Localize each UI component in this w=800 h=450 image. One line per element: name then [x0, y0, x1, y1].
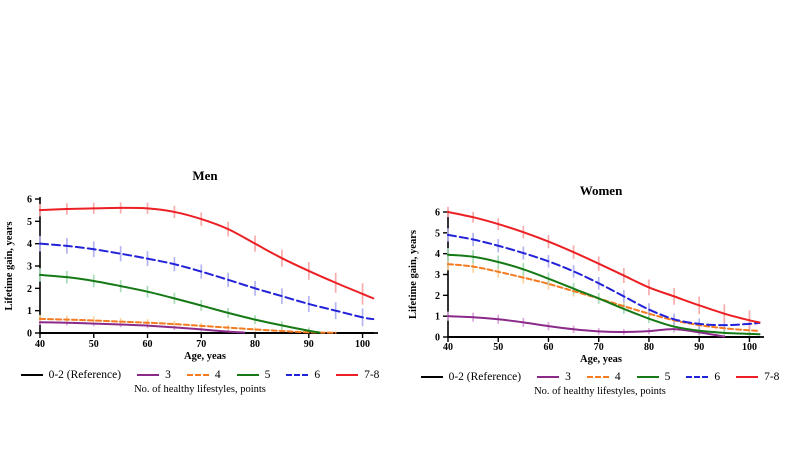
- men-chart-panel: Men 0 1 2 3 4 5 6 40 50 60 70 80 90 100 Age, yeas Lifeti…: [0, 160, 400, 372]
- legend-swatch-icon: [286, 374, 309, 376]
- series-line-5: [39, 273, 321, 334]
- chart-title: Men: [192, 168, 218, 183]
- x-axis-label: Age, yeas: [184, 351, 226, 362]
- y-tick-label: 3: [27, 262, 32, 273]
- legend-item-7-8: 7-8: [736, 371, 779, 383]
- legend-item-0-2Reference: 0-2 (Reference): [20, 369, 122, 381]
- legend-label: 7-8: [364, 369, 380, 381]
- x-tick-label: 80: [644, 342, 654, 353]
- legend-label: 3: [565, 371, 571, 383]
- series-line-3: [39, 321, 246, 334]
- y-tick-label: 5: [27, 217, 32, 228]
- legend-swatch-icon: [686, 376, 709, 378]
- series-line-3: [447, 315, 726, 338]
- error-bars-7-8: [447, 206, 751, 331]
- legend-label: 0-2 (Reference): [448, 371, 522, 383]
- legend-label: 3: [165, 369, 171, 381]
- legend-swatch-icon: [420, 376, 443, 378]
- legend-label: 4: [214, 369, 221, 381]
- error-bars-3: [447, 311, 726, 337]
- legend-label: 6: [714, 371, 721, 383]
- x-tick-label: 90: [304, 339, 314, 350]
- y-tick-label: 2: [435, 291, 440, 302]
- legend-item-4: 4: [586, 371, 621, 383]
- y-tick-label: 6: [435, 208, 440, 219]
- series-line-4: [447, 263, 761, 332]
- legend-swatch-icon: [186, 374, 209, 376]
- legend-label: 5: [664, 371, 671, 383]
- series-line-6: [39, 242, 375, 321]
- x-tick-label: 40: [35, 339, 45, 350]
- legend-swatch-icon: [736, 376, 759, 378]
- x-tick-label: 100: [355, 339, 370, 350]
- error-bars-7-8: [39, 202, 364, 305]
- y-tick-label: 0: [27, 329, 32, 340]
- legend-item-6: 6: [286, 369, 320, 381]
- legend-item-3: 3: [137, 369, 171, 381]
- women-legend-caption: No. of healthy lifestyles, points: [534, 386, 666, 397]
- series-line-5: [447, 253, 761, 336]
- legend-swatch-icon: [537, 376, 560, 378]
- men-legend: 0-2 (Reference) 3 4 5 6 7-8: [0, 369, 400, 381]
- x-tick-label: 60: [143, 339, 153, 350]
- legend-label: 6: [314, 369, 321, 381]
- men-chart: Men 0 1 2 3 4 5 6 40 50 60 70 80 90 100 Age, yeas Lifeti…: [4, 168, 378, 362]
- legend-item-4: 4: [186, 369, 221, 381]
- legend-swatch-icon: [336, 374, 359, 376]
- x-axis-label: Age, yeas: [580, 354, 622, 365]
- women-chart-panel: Women 0 1 2 3 4 5 6 40 50 60 70 80 90 100 Age, yeas Life…: [400, 160, 800, 375]
- y-tick-label: 1: [435, 312, 440, 323]
- y-tick-label: 2: [27, 284, 32, 295]
- legend-item-6: 6: [686, 371, 720, 383]
- legend-swatch-icon: [20, 374, 43, 376]
- y-tick-label: 5: [435, 228, 440, 239]
- series-line-4: [39, 317, 337, 334]
- legend-label: 4: [614, 371, 621, 383]
- women-legend: 0-2 (Reference) 3 4 5 6 7-8: [400, 371, 800, 383]
- error-bars-6: [447, 228, 751, 331]
- x-tick-label: 80: [250, 339, 260, 350]
- y-tick-label: 0: [435, 333, 440, 344]
- y-tick-label: 4: [435, 249, 440, 260]
- x-tick-label: 50: [493, 342, 503, 353]
- legend-swatch-icon: [636, 376, 659, 378]
- legend-item-5: 5: [236, 369, 271, 381]
- y-axis-label: Lifetime gain, years: [4, 222, 15, 311]
- y-axis-label: Lifetime gain, years: [408, 230, 419, 319]
- legend-label: 7-8: [764, 371, 780, 383]
- y-tick-label: 1: [27, 306, 32, 317]
- legend-label: 5: [264, 369, 271, 381]
- legend-item-3: 3: [537, 371, 571, 383]
- x-tick-label: 90: [694, 342, 704, 353]
- legend-swatch-icon: [586, 376, 609, 378]
- legend-swatch-icon: [236, 374, 259, 376]
- x-tick-label: 70: [594, 342, 604, 353]
- chart-title: Women: [580, 183, 623, 198]
- x-tick-label: 70: [196, 339, 206, 350]
- legend-item-7-8: 7-8: [336, 369, 379, 381]
- legend-item-0-2Reference: 0-2 (Reference): [420, 371, 522, 383]
- series-line-6: [447, 233, 761, 327]
- y-tick-label: 6: [27, 195, 32, 206]
- women-chart: Women 0 1 2 3 4 5 6 40 50 60 70 80 90 100 Age, yeas Life…: [408, 183, 764, 365]
- x-tick-label: 50: [89, 339, 99, 350]
- legend-label: 0-2 (Reference): [48, 369, 122, 381]
- legend-item-5: 5: [636, 371, 671, 383]
- legend-swatch-icon: [137, 374, 160, 376]
- series-line-7-8: [447, 211, 761, 324]
- y-tick-label: 3: [435, 270, 440, 281]
- series-line-7-8: [39, 206, 375, 300]
- x-tick-label: 100: [742, 342, 757, 353]
- x-tick-label: 60: [543, 342, 553, 353]
- x-tick-label: 40: [443, 342, 453, 353]
- y-tick-label: 4: [27, 239, 32, 250]
- men-legend-caption: No. of healthy lifestyles, points: [134, 384, 266, 395]
